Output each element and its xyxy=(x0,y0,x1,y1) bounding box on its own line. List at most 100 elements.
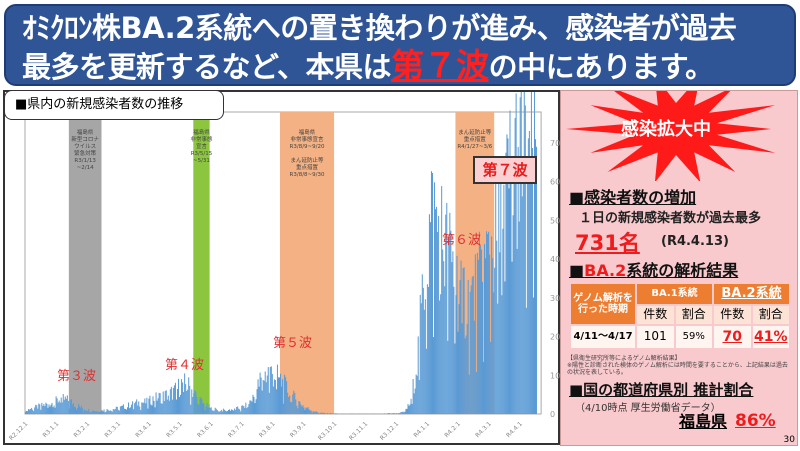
bar xyxy=(485,258,487,414)
bar xyxy=(503,184,505,414)
bar xyxy=(267,367,269,414)
bar xyxy=(502,228,504,414)
bar xyxy=(252,394,254,414)
bar xyxy=(44,406,46,414)
seventh-wave-highlight: 第７波 xyxy=(391,46,489,85)
bar xyxy=(175,399,177,414)
bar xyxy=(319,412,321,414)
shade-label: R4/1/27~3/6 xyxy=(457,144,492,150)
bar xyxy=(167,395,169,414)
bar xyxy=(500,162,502,414)
bar xyxy=(61,402,63,414)
bar xyxy=(387,413,389,414)
bar xyxy=(536,146,538,414)
bar xyxy=(88,408,90,414)
bar xyxy=(396,413,398,414)
bar xyxy=(218,411,220,414)
bar xyxy=(68,408,70,414)
bar xyxy=(524,105,526,414)
wave-5-label: 第５波 xyxy=(273,336,313,351)
bar xyxy=(480,249,482,414)
bar xyxy=(41,402,43,414)
bar xyxy=(459,280,461,414)
bar xyxy=(135,401,137,414)
bar xyxy=(304,410,306,414)
bar xyxy=(399,413,401,414)
bar xyxy=(469,291,471,414)
bar xyxy=(403,412,405,414)
bar xyxy=(350,413,352,414)
bar xyxy=(203,403,205,414)
bar xyxy=(150,404,152,414)
bar xyxy=(366,413,368,414)
bar xyxy=(63,399,65,414)
bar xyxy=(482,361,484,414)
bar xyxy=(448,239,450,414)
record-text: １日の新規感染者数が過去最多 xyxy=(579,211,762,226)
bar xyxy=(153,400,155,414)
bar xyxy=(283,403,285,414)
bar xyxy=(248,404,250,414)
x-tick-label: R3.10.1 xyxy=(317,420,339,442)
bar xyxy=(230,410,232,414)
bar xyxy=(199,397,201,414)
bar xyxy=(136,399,138,414)
wave-3-label: 第３波 xyxy=(57,369,97,384)
bar xyxy=(73,406,75,414)
bar xyxy=(244,407,246,414)
bar xyxy=(508,188,510,414)
bar xyxy=(174,382,176,414)
bar xyxy=(451,262,453,414)
bar xyxy=(476,253,478,414)
bar xyxy=(179,397,181,414)
x-tick-label: R4.1.1 xyxy=(412,420,431,439)
bar xyxy=(468,374,470,414)
bar xyxy=(335,413,337,414)
bar xyxy=(166,399,168,414)
ba2-ratio-header: 割合 xyxy=(750,304,791,326)
bar xyxy=(192,396,194,414)
bar xyxy=(191,389,193,414)
y-tick-label: 100 xyxy=(550,371,562,380)
bar xyxy=(43,404,45,414)
bar xyxy=(158,392,160,414)
bar xyxy=(471,276,473,414)
bar xyxy=(431,172,433,414)
bar xyxy=(289,395,291,414)
y-tick-label: 700 xyxy=(550,139,562,148)
bar xyxy=(470,285,472,414)
bar xyxy=(308,409,310,414)
shade-label: ~5/31 xyxy=(193,158,210,164)
bar xyxy=(281,386,283,414)
bar xyxy=(292,394,294,414)
x-tick-label: R3.5.1 xyxy=(165,420,184,439)
bar xyxy=(76,409,78,414)
bar xyxy=(26,410,28,414)
bar xyxy=(516,248,518,414)
ba1-count-header: 件数 xyxy=(635,304,676,326)
bar xyxy=(271,373,273,414)
bar xyxy=(411,403,413,414)
bar xyxy=(439,300,441,414)
bar xyxy=(490,341,492,414)
bar xyxy=(28,409,30,414)
shade-label: 福島県 xyxy=(299,128,316,136)
bar xyxy=(238,408,240,414)
bar xyxy=(132,401,134,414)
x-tick-label: R4.4.1 xyxy=(505,420,524,439)
bar xyxy=(311,412,313,414)
bar xyxy=(332,413,334,414)
bar xyxy=(474,254,476,414)
bar xyxy=(460,260,462,414)
bar xyxy=(169,389,171,414)
bar xyxy=(46,403,48,414)
y-tick-label: 600 xyxy=(550,178,562,187)
bar xyxy=(112,409,114,414)
bar xyxy=(293,390,295,414)
bar xyxy=(511,261,513,414)
title-line-2a: 最多を更新するなど、本県は xyxy=(22,50,392,84)
shade-label: R3/8/9~9/20 xyxy=(290,144,325,150)
bar xyxy=(410,398,412,414)
bar xyxy=(143,402,145,414)
bar xyxy=(217,411,219,414)
